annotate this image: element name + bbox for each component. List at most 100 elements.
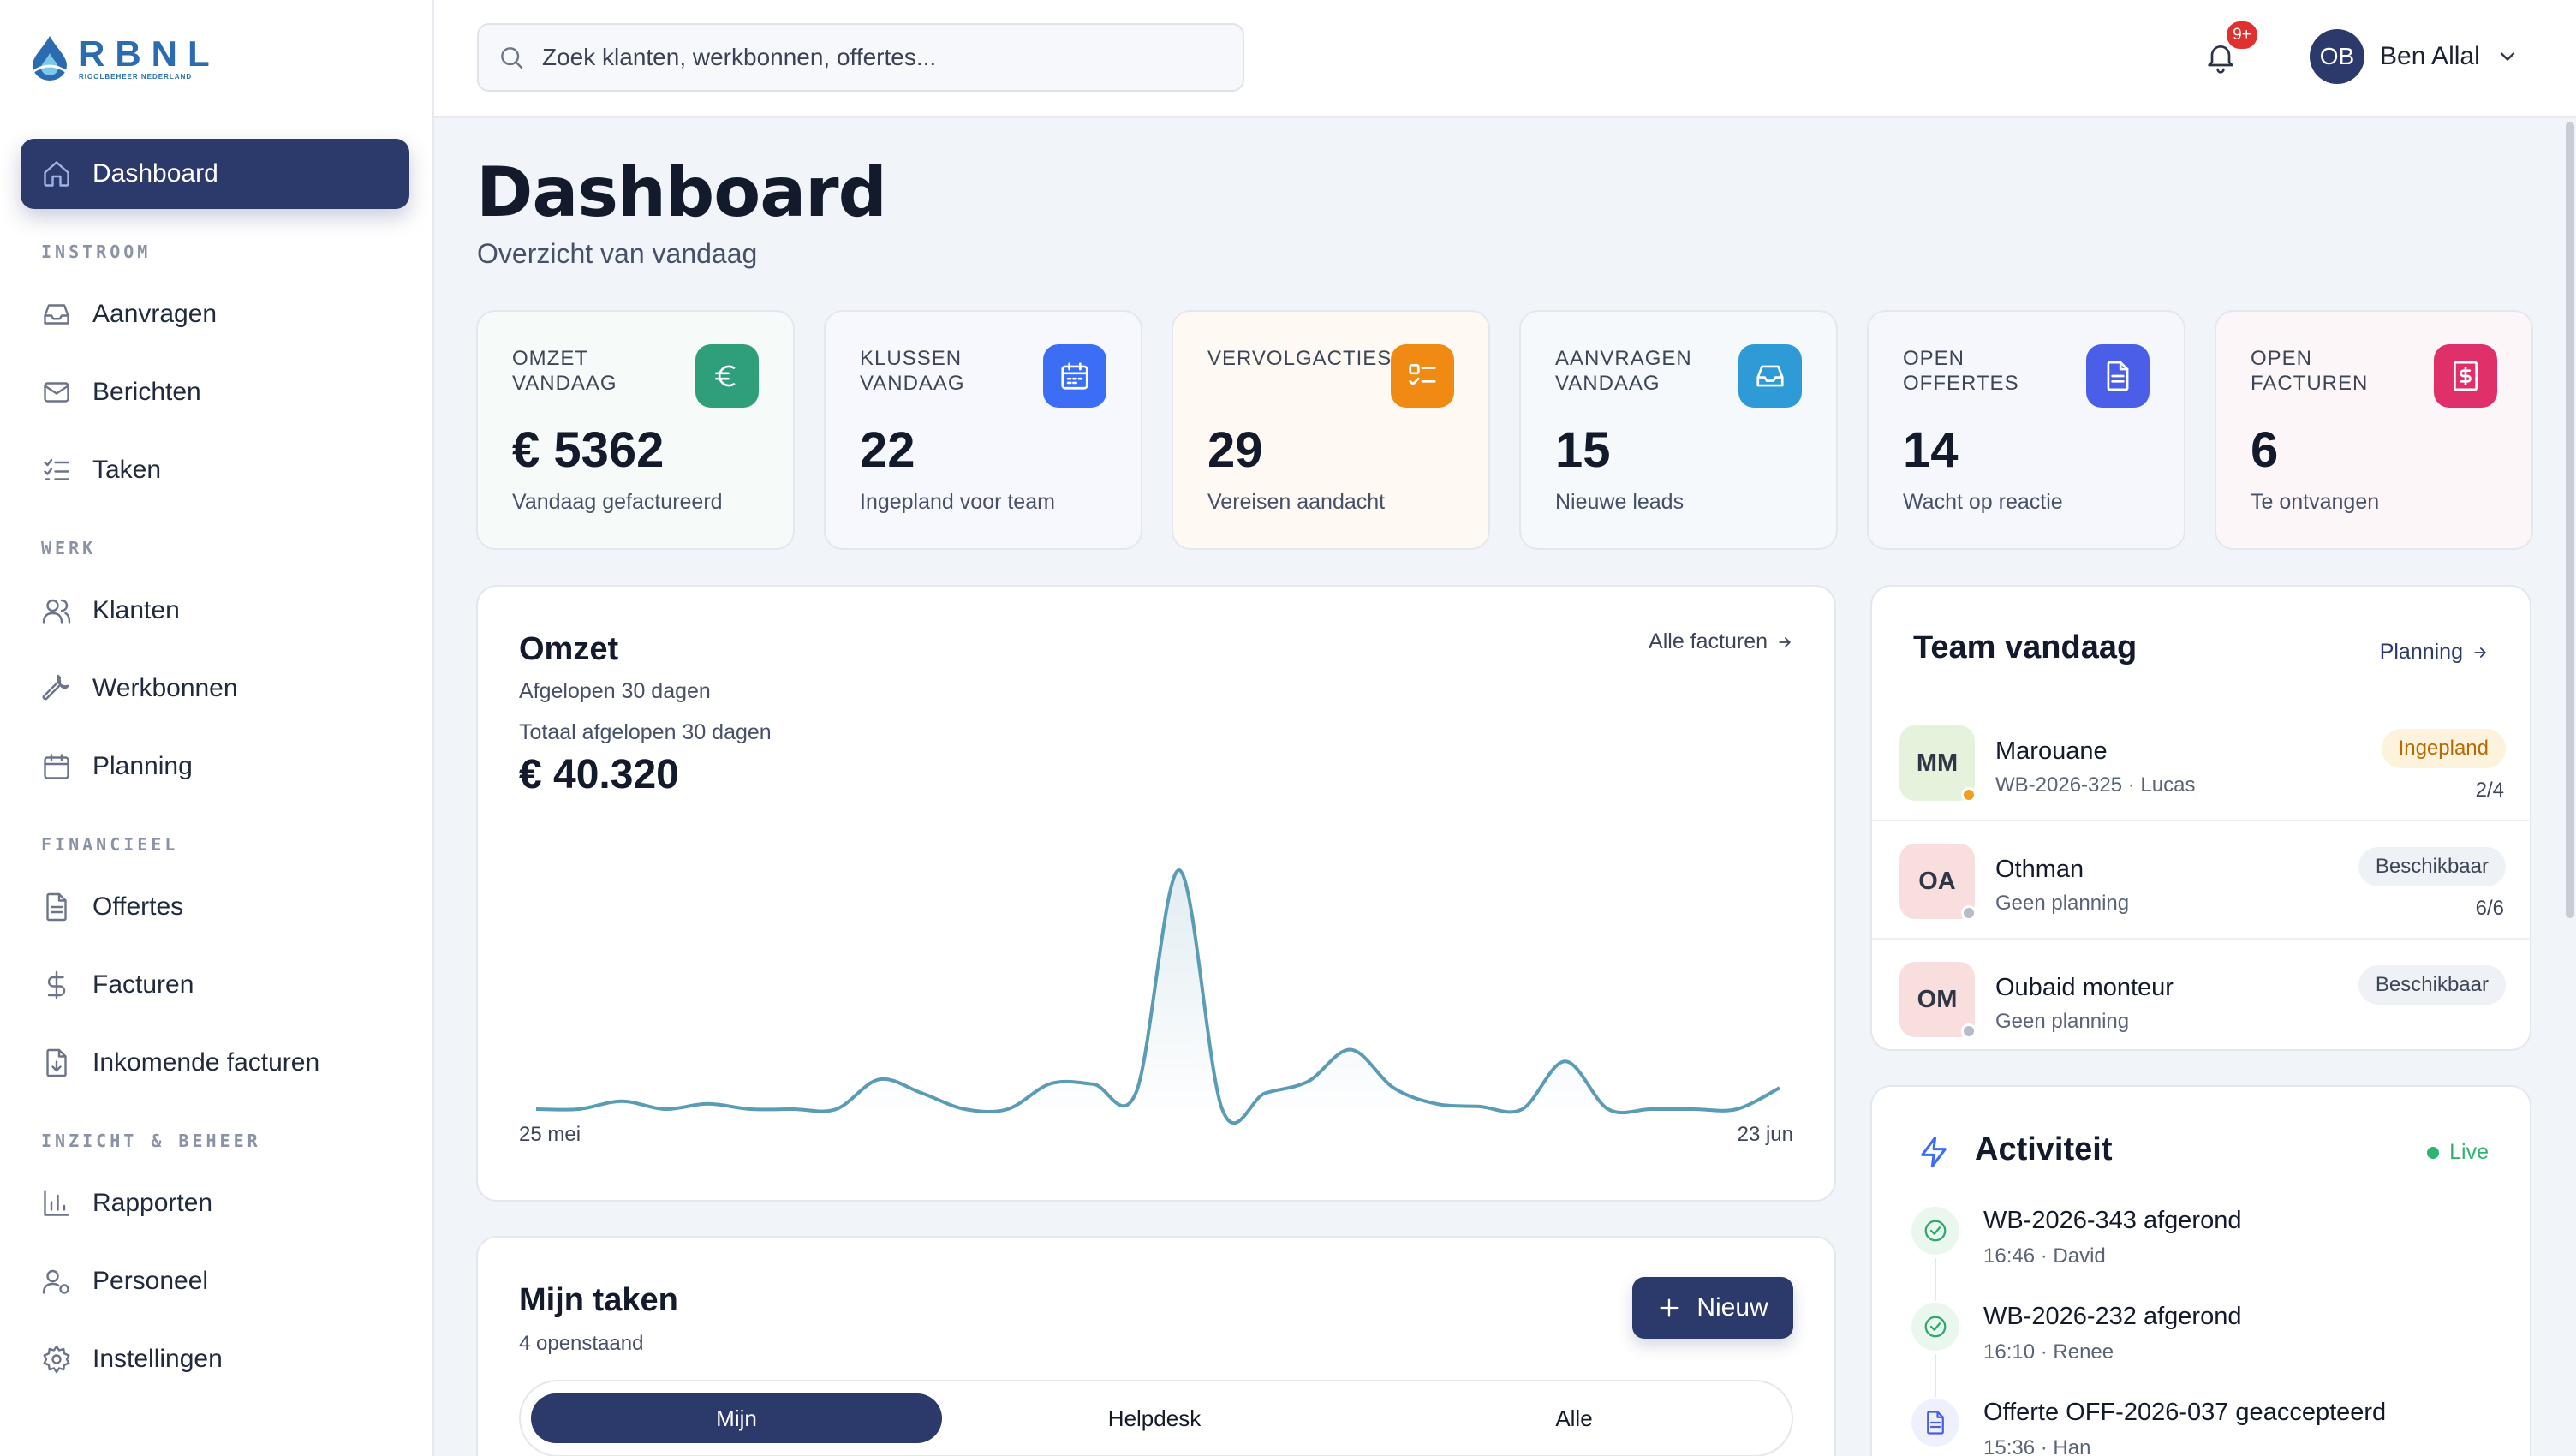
chart-point[interactable]	[699, 1095, 716, 1113]
kpi-label: OMZET VANDAAG	[512, 347, 617, 395]
status-dot	[1961, 787, 1977, 803]
sidebar-item-personeel[interactable]: Personeel	[21, 1246, 409, 1316]
chart-point[interactable]	[656, 1101, 673, 1118]
chart-point[interactable]	[827, 1101, 844, 1118]
kpi-description: Vandaag gefactureerd	[512, 490, 723, 514]
chart-series-line	[535, 868, 1780, 1125]
chart-point[interactable]	[1342, 1041, 1359, 1059]
tab-alle[interactable]: Alle	[1555, 1405, 1593, 1431]
sidebar-item-dashboard[interactable]: Dashboard	[21, 139, 409, 209]
chart-point[interactable]	[1600, 1101, 1617, 1118]
search-input[interactable]	[542, 44, 1227, 71]
chart-point[interactable]	[742, 1101, 759, 1118]
bell-icon[interactable]	[2203, 39, 2238, 74]
team-card: Team vandaag Planning MM Marouane WB-2026-…	[1870, 585, 2531, 1051]
chart-point[interactable]	[1299, 1073, 1316, 1090]
sidebar-item-label: Personeel	[92, 1267, 209, 1295]
invoice-icon	[2453, 361, 2478, 391]
plus-icon	[1660, 1298, 1679, 1317]
chart-point[interactable]	[1557, 1053, 1574, 1070]
sidebar-item-rapporten[interactable]: Rapporten	[21, 1168, 409, 1238]
chart-point[interactable]	[914, 1084, 931, 1101]
check-circle-icon	[1924, 1220, 1947, 1242]
new-task-button[interactable]: Nieuw	[1632, 1277, 1793, 1339]
scrollbar-thumb[interactable]	[2566, 122, 2574, 918]
chart-point[interactable]	[1171, 862, 1188, 879]
sidebar-item-label: Berichten	[92, 378, 201, 406]
chart-point[interactable]	[1643, 1101, 1660, 1118]
chart-point[interactable]	[1042, 1075, 1059, 1092]
chart-point[interactable]	[613, 1093, 630, 1110]
tab-mijn[interactable]: Mijn	[531, 1393, 942, 1443]
sidebar-item-planning[interactable]: Planning	[21, 731, 409, 802]
chart-point[interactable]	[784, 1101, 802, 1118]
sidebar-item-label: Klanten	[92, 596, 180, 624]
omzet-chart	[528, 862, 1788, 1125]
kpi-label: KLUSSEN VANDAAG	[860, 347, 965, 395]
chart-point[interactable]	[1728, 1101, 1745, 1118]
activity-title: WB-2026-232 afgerond	[1983, 1303, 2242, 1330]
sidebar-item-aanvragen[interactable]: Aanvragen	[21, 279, 409, 349]
user-name: Ben Allal	[2380, 42, 2480, 70]
chart-point[interactable]	[1471, 1098, 1488, 1115]
sidebar-item-instellingen[interactable]: Instellingen	[21, 1324, 409, 1394]
sidebar-item-klanten[interactable]: Klanten	[21, 576, 409, 646]
team-member-row[interactable]: OA Othman Geen planning Beschikbaar 6/6	[1872, 823, 2531, 940]
activity-title: WB-2026-343 afgerond	[1983, 1207, 2242, 1234]
chart-point[interactable]	[871, 1071, 888, 1088]
sidebar-item-werkbonnen[interactable]: Werkbonnen	[21, 653, 409, 724]
kpi-value: 22	[860, 422, 915, 478]
sidebar-item-label: Inkomende facturen	[92, 1048, 320, 1077]
chart-point[interactable]	[1771, 1079, 1788, 1096]
team-title: Team vandaag	[1913, 630, 2138, 665]
chart-point[interactable]	[1685, 1101, 1702, 1118]
chevron-down-icon	[2500, 52, 2514, 61]
chart-point[interactable]	[570, 1101, 587, 1118]
home-icon	[44, 161, 69, 187]
sidebar-item-offertes[interactable]: Offertes	[21, 872, 409, 942]
chart-start-label: 25 mei	[519, 1123, 581, 1146]
all-invoices-link[interactable]: Alle facturen	[1649, 630, 1793, 654]
kpi-card[interactable]: AANVRAGEN VANDAAG 15 Nieuwe leads	[1519, 310, 1838, 550]
kpi-card[interactable]: KLUSSEN VANDAAG 22 Ingepland voor team	[824, 310, 1142, 550]
inbox-icon	[44, 304, 69, 325]
chart-point[interactable]	[1213, 1101, 1231, 1118]
kpi-description: Te ontvangen	[2251, 490, 2380, 514]
user-menu[interactable]: OB Ben Allal	[2310, 29, 2519, 84]
team-member-row[interactable]: OM Oubaid monteur Geen planning Beschikbaar	[1872, 941, 2531, 1058]
chart-point[interactable]	[1514, 1101, 1531, 1118]
sidebar-item-inkomende-facturen[interactable]: Inkomende facturen	[21, 1028, 409, 1098]
chart-point[interactable]	[1256, 1084, 1273, 1101]
page-subtitle: Overzicht van vandaag	[477, 238, 758, 269]
chart-point[interactable]	[1385, 1079, 1402, 1096]
sidebar-item-berichten[interactable]: Berichten	[21, 357, 409, 427]
chart-point[interactable]	[1085, 1076, 1102, 1093]
sidebar-item-taken[interactable]: Taken	[21, 435, 409, 505]
brand-logo[interactable]: RBNL RIOOLBEHEER NEDERLAND	[29, 34, 220, 81]
chart-point[interactable]	[1428, 1095, 1445, 1113]
kpi-description: Wacht op reactie	[1903, 490, 2063, 514]
kpi-card[interactable]: VERVOLGACTIES 29 Vereisen aandacht	[1172, 310, 1490, 550]
kpi-card[interactable]: OMZET VANDAAG € 5362 Vandaag gefactureerd	[476, 310, 795, 550]
document-icon	[2107, 361, 2129, 391]
chart-point[interactable]	[957, 1101, 974, 1118]
lightning-icon	[1921, 1136, 1947, 1168]
tasks-card: Mijn taken 4 openstaand Nieuw Mijn Helpd…	[476, 1236, 1836, 1456]
tab-helpdesk[interactable]: Helpdesk	[1107, 1405, 1202, 1431]
search-box[interactable]	[477, 23, 1244, 92]
mail-icon	[44, 382, 69, 403]
kpi-label: OPEN FACTUREN	[2251, 347, 2369, 395]
kpi-card[interactable]: OPEN OFFERTES 14 Wacht op reactie	[1867, 310, 2185, 550]
chart-point[interactable]	[999, 1101, 1017, 1118]
activity-meta: 16:10 · Renee	[1983, 1340, 2114, 1364]
sidebar-item-facturen[interactable]: Facturen	[21, 950, 409, 1020]
chart-point[interactable]	[1128, 1083, 1145, 1101]
planning-link[interactable]: Planning	[2380, 640, 2489, 665]
team-member-row[interactable]: MM Marouane WB-2026-325 · Lucas Ingepland 2/…	[1872, 705, 2531, 821]
kpi-icon-box	[2434, 344, 2497, 408]
kpi-card[interactable]: OPEN FACTUREN 6 Te ontvangen	[2215, 310, 2533, 550]
all-invoices-label: Alle facturen	[1649, 630, 1768, 653]
status-badge: Beschikbaar	[2358, 965, 2506, 1005]
chart-point[interactable]	[528, 1101, 545, 1118]
calendar-icon	[1061, 362, 1088, 390]
